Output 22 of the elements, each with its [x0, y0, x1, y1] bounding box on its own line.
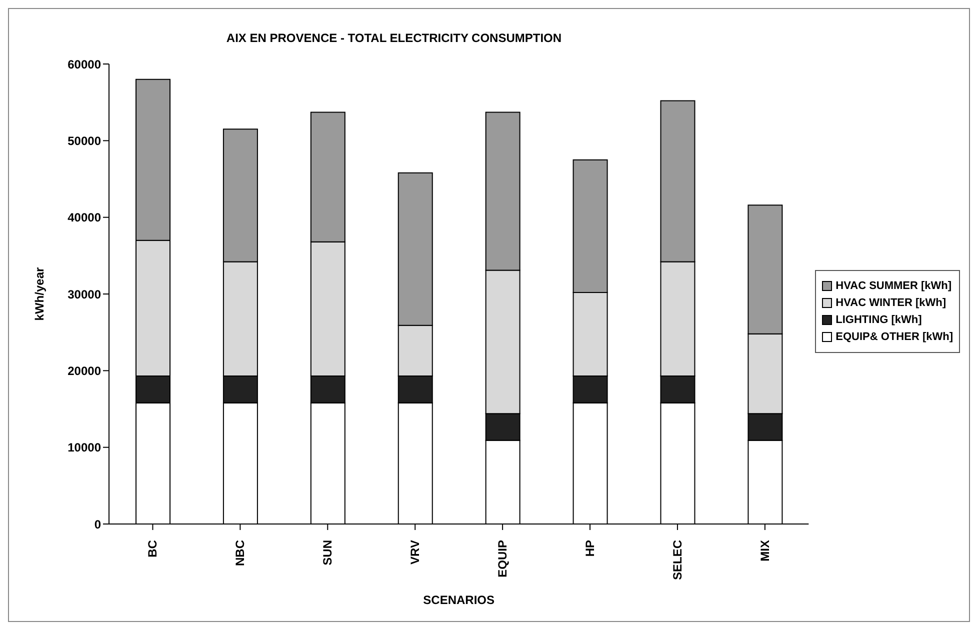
legend-label: LIGHTING [kWh] [836, 314, 922, 326]
y-tick-label: 0 [94, 517, 102, 532]
x-tick-label: NBC [233, 540, 248, 566]
y-tick-label: 10000 [68, 440, 102, 455]
legend-label: HVAC WINTER [kWh] [836, 297, 946, 309]
y-tick-label: 50000 [68, 134, 102, 148]
legend-label: EQUIP& OTHER [kWh] [836, 331, 953, 343]
legend-label: HVAC SUMMER [kWh] [836, 280, 952, 292]
x-tick-label: SUN [320, 540, 335, 566]
x-tick-label: EQUIP [496, 540, 510, 578]
y-tick-label: 40000 [68, 210, 102, 225]
x-tick-label: BC [146, 540, 160, 558]
chart-title: AIX EN PROVENCE - TOTAL ELECTRICITY CONSUMPTION [225, 31, 563, 45]
y-axis-title: kWh/year [32, 266, 46, 321]
y-tick-label: 20000 [68, 364, 102, 378]
y-tick-label: 30000 [68, 287, 102, 302]
y-tick-label: 60000 [68, 57, 102, 72]
x-tick-label: VRV [408, 540, 422, 564]
x-tick-label: MIX [758, 540, 772, 562]
x-tick-label: SELEC [670, 540, 684, 580]
x-tick-label: HP [583, 540, 598, 557]
x-axis-title: SCENARIOS [423, 593, 494, 607]
